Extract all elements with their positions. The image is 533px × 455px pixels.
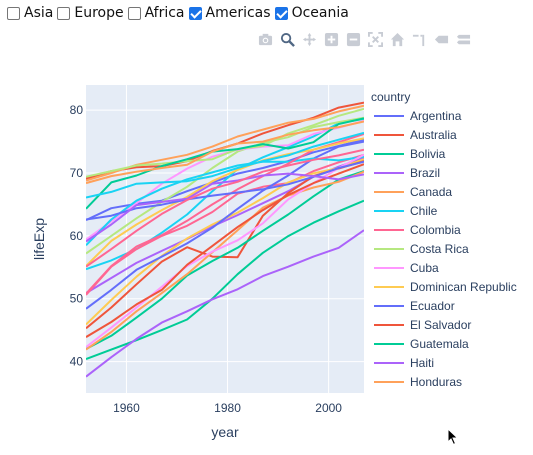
series-line[interactable] xyxy=(86,170,364,350)
legend-item[interactable]: Ecuador xyxy=(374,299,455,313)
series-line[interactable] xyxy=(86,148,364,268)
y-tick-label: 70 xyxy=(70,166,84,180)
y-tick-labels: 40 50 60 70 80 xyxy=(70,103,84,368)
autoscale-icon[interactable] xyxy=(364,30,386,48)
continent-filters: Asia Europe Africa Americas Oceania xyxy=(7,3,353,23)
series-line[interactable] xyxy=(86,107,364,178)
legend-label: Guatemala xyxy=(410,337,469,351)
y-tick-label: 60 xyxy=(70,229,84,243)
legend-label: Ecuador xyxy=(410,299,455,313)
legend-item[interactable]: Cuba xyxy=(374,261,439,275)
series-line[interactable] xyxy=(86,229,364,378)
filter-label: Americas xyxy=(205,5,271,21)
y-tick-label: 80 xyxy=(70,103,84,117)
legend-label: Haiti xyxy=(410,356,434,370)
legend-item[interactable]: Canada xyxy=(374,185,452,199)
y-tick-label: 40 xyxy=(70,355,84,369)
filter-label: Oceania xyxy=(291,5,349,21)
legend-item[interactable]: Chile xyxy=(374,204,438,218)
series-line[interactable] xyxy=(86,172,364,243)
x-tick-label: 1960 xyxy=(113,401,140,415)
zoom-icon[interactable] xyxy=(276,30,298,48)
x-tick-labels: 1960 1980 2000 xyxy=(113,401,342,415)
series-line[interactable] xyxy=(86,137,364,267)
legend-item[interactable]: Dominican Republic xyxy=(374,280,517,294)
legend-item[interactable]: Argentina xyxy=(374,109,462,123)
pan-icon[interactable] xyxy=(298,30,320,48)
legend-label: Cuba xyxy=(410,261,439,275)
filter-americas[interactable]: Americas xyxy=(188,5,271,21)
filter-label: Africa xyxy=(144,5,185,21)
oceania-checkbox[interactable] xyxy=(274,6,288,20)
series-lines xyxy=(86,101,364,378)
series-line[interactable] xyxy=(86,120,364,185)
hover-closest-icon[interactable] xyxy=(430,30,452,48)
legend: Argentina Australia Bolivia Brazil Canada Chi… xyxy=(374,109,517,389)
legend-title: country xyxy=(371,90,410,104)
asia-checkbox[interactable] xyxy=(7,6,20,20)
series-line[interactable] xyxy=(86,140,364,310)
filter-oceania[interactable]: Oceania xyxy=(274,5,349,21)
zoom-in-icon[interactable] xyxy=(320,30,342,48)
legend-item[interactable]: Australia xyxy=(374,128,457,142)
y-tick-label: 50 xyxy=(70,292,84,306)
series-line[interactable] xyxy=(86,131,364,199)
filter-asia[interactable]: Asia xyxy=(7,5,53,21)
legend-label: Chile xyxy=(410,204,438,218)
camera-icon[interactable] xyxy=(254,30,276,48)
legend-item[interactable]: Colombia xyxy=(374,223,461,237)
series-line[interactable] xyxy=(86,116,364,255)
x-tick-label: 2000 xyxy=(315,401,342,415)
legend-label: Costa Rica xyxy=(410,242,469,256)
filter-label: Asia xyxy=(24,5,54,21)
filter-europe[interactable]: Europe xyxy=(57,5,124,21)
series-line[interactable] xyxy=(86,170,364,351)
filter-africa[interactable]: Africa xyxy=(127,5,185,21)
y-axis-label: lifeExp xyxy=(31,218,47,260)
legend-label: Canada xyxy=(410,185,452,199)
legend-label: El Salvador xyxy=(410,318,471,332)
legend-label: Bolivia xyxy=(410,147,446,161)
legend-item[interactable]: Honduras xyxy=(374,375,462,389)
x-tick-label: 1980 xyxy=(214,401,241,415)
europe-checkbox[interactable] xyxy=(57,6,71,20)
plot-modebar xyxy=(254,30,474,48)
reset-axes-icon[interactable] xyxy=(386,30,408,48)
series-line[interactable] xyxy=(86,153,364,296)
legend-item[interactable]: Guatemala xyxy=(374,337,469,351)
x-axis-label: year xyxy=(211,424,239,440)
legend-label: Argentina xyxy=(410,109,462,123)
legend-label: Honduras xyxy=(410,375,462,389)
mouse-cursor-icon xyxy=(447,428,459,446)
americas-checkbox[interactable] xyxy=(188,6,202,20)
legend-label: Australia xyxy=(410,128,457,142)
legend-label: Dominican Republic xyxy=(410,280,517,294)
legend-item[interactable]: El Salvador xyxy=(374,318,471,332)
series-line[interactable] xyxy=(86,163,364,338)
legend-item[interactable]: Brazil xyxy=(374,166,440,180)
legend-label: Colombia xyxy=(410,223,461,237)
legend-item[interactable]: Haiti xyxy=(374,356,434,370)
legend-item[interactable]: Costa Rica xyxy=(374,242,469,256)
series-line[interactable] xyxy=(86,117,364,210)
zoom-out-icon[interactable] xyxy=(342,30,364,48)
filter-label: Europe xyxy=(74,5,124,21)
hover-compare-icon[interactable] xyxy=(452,30,474,48)
africa-checkbox[interactable] xyxy=(127,6,141,20)
spike-lines-icon[interactable] xyxy=(408,30,430,48)
legend-item[interactable]: Bolivia xyxy=(374,147,446,161)
legend-label: Brazil xyxy=(410,166,440,180)
